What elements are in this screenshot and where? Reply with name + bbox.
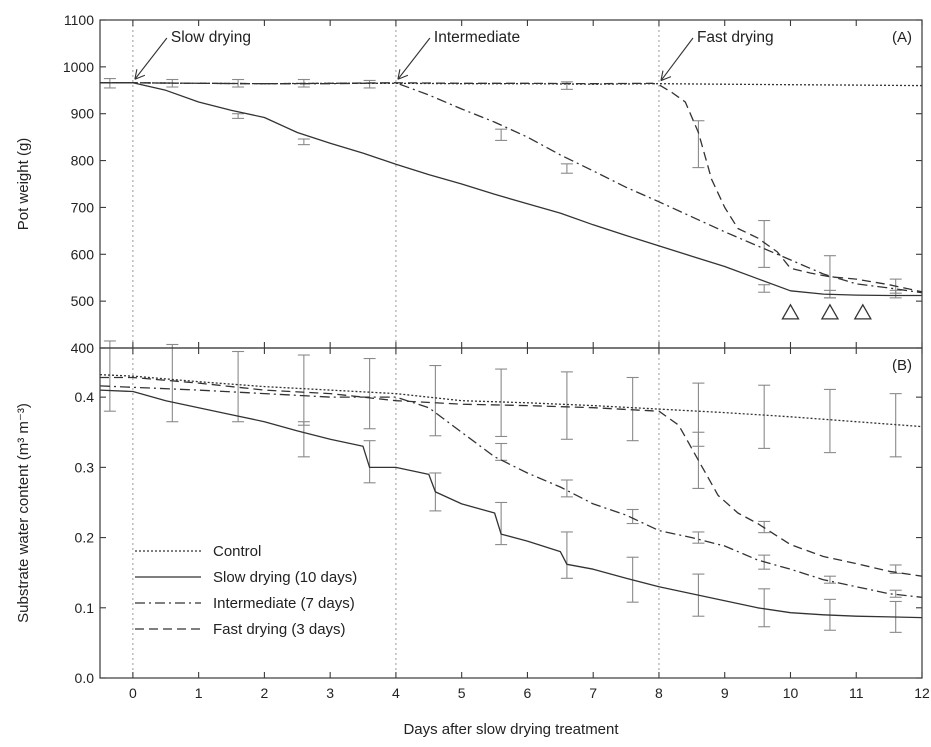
y-axis-title: Substrate water content (m³ m⁻³) xyxy=(15,403,32,623)
annotation-arrow xyxy=(134,37,168,80)
triangle-marker xyxy=(820,303,840,320)
series-line-intermediate-days xyxy=(100,82,923,294)
y-tick-label: 1100 xyxy=(64,12,94,28)
error-bar xyxy=(297,138,310,146)
y-tick-label: 800 xyxy=(71,153,95,169)
x-tick-label: 7 xyxy=(589,685,597,701)
error-bar xyxy=(823,388,836,454)
series-line-fast-drying-days xyxy=(100,376,923,577)
x-tick-label: 2 xyxy=(261,685,269,701)
error-bar xyxy=(758,284,771,293)
x-tick-label: 8 xyxy=(655,685,663,701)
annotation-label: Intermediate xyxy=(434,29,520,46)
error-bar xyxy=(626,376,639,442)
error-bar xyxy=(429,365,442,437)
x-tick-label: 6 xyxy=(524,685,532,701)
error-bar xyxy=(232,113,245,119)
series-line-control xyxy=(99,374,923,428)
error-bar xyxy=(297,354,310,426)
error-bar xyxy=(495,368,508,438)
panel-label: (A) xyxy=(892,29,912,46)
series-layer xyxy=(99,82,923,619)
annotation-arrowhead xyxy=(660,76,672,82)
x-tick-label: 0 xyxy=(129,685,137,701)
triangle-marker xyxy=(853,303,872,320)
error-bar xyxy=(626,508,639,525)
y-tick-label: 900 xyxy=(71,106,95,122)
legend-label: Intermediate (7 days) xyxy=(213,595,355,612)
plot-frame-a xyxy=(99,19,923,349)
y-tick-label: 0.3 xyxy=(75,459,95,475)
y-tick-label: 0.4 xyxy=(75,389,95,405)
y-tick-label: 600 xyxy=(71,246,95,262)
y-axis-title: Pot weight (g) xyxy=(15,138,32,231)
error-bar xyxy=(560,371,573,440)
error-bar xyxy=(166,343,179,423)
error-bar xyxy=(758,219,771,268)
error-bar xyxy=(232,350,245,423)
series-line-fast-drying-days xyxy=(100,82,923,293)
x-tick-label: 4 xyxy=(392,685,400,701)
y-tick-label: 700 xyxy=(71,199,95,215)
legend: Control Slow drying (10 days) Intermediate… xyxy=(135,543,357,638)
error-bar xyxy=(692,120,705,169)
x-tick-label: 10 xyxy=(783,685,799,701)
error-bar xyxy=(758,588,771,628)
annotation-arrow xyxy=(397,37,431,80)
error-bar xyxy=(560,479,573,498)
error-bar xyxy=(889,589,902,598)
error-bar xyxy=(232,78,245,88)
annotation-arrow xyxy=(660,37,694,81)
legend-label: Fast drying (3 days) xyxy=(213,621,346,638)
annotation-label: Slow drying xyxy=(171,29,251,46)
reference-lines-layer xyxy=(132,20,660,678)
y-tick-label: 500 xyxy=(71,293,95,309)
series-line-slow-drying-days xyxy=(99,389,923,619)
y-tick-label: 0.2 xyxy=(75,530,95,546)
annotation-arrowhead xyxy=(660,70,664,81)
y-tick-label: 0.1 xyxy=(75,600,95,616)
y-tick-label: 1000 xyxy=(63,59,94,75)
annotation-arrowhead xyxy=(397,74,409,80)
annotation-label: Fast drying xyxy=(697,29,774,46)
error-bar xyxy=(889,289,902,299)
error-bar xyxy=(297,421,310,458)
error-bar xyxy=(560,163,573,174)
triangle-marker xyxy=(781,303,800,320)
error-bar xyxy=(692,531,705,544)
error-bar xyxy=(363,357,376,430)
x-tick-label: 9 xyxy=(721,685,729,701)
y-tick-label: 0.0 xyxy=(75,670,95,686)
annotation-arrowhead xyxy=(134,69,138,80)
x-axis-title: Days after slow drying treatment xyxy=(403,721,619,738)
error-bar xyxy=(103,340,116,412)
error-bar xyxy=(560,531,573,579)
error-bar xyxy=(823,575,836,584)
x-tick-label: 5 xyxy=(458,685,466,701)
legend-label: Control xyxy=(213,543,261,560)
error-bar xyxy=(495,501,508,546)
annotation-arrowhead xyxy=(397,69,401,80)
series-line-slow-drying-days xyxy=(100,82,922,297)
error-bar xyxy=(363,79,376,89)
axes-layer xyxy=(99,19,923,679)
error-bar xyxy=(363,440,376,484)
panel-label: (B) xyxy=(892,357,912,374)
x-tick-label: 1 xyxy=(195,685,203,701)
x-tick-label: 12 xyxy=(914,685,930,701)
plot-frame-b xyxy=(99,347,923,679)
legend-label: Slow drying (10 days) xyxy=(213,569,357,586)
x-tick-label: 3 xyxy=(326,685,334,701)
y-tick-label: 400 xyxy=(71,340,95,356)
x-tick-label: 11 xyxy=(849,685,864,701)
series-line-intermediate-days xyxy=(99,385,923,598)
error-bar xyxy=(495,128,508,141)
error-bar xyxy=(758,384,771,449)
annotation-arrowhead xyxy=(134,74,146,80)
